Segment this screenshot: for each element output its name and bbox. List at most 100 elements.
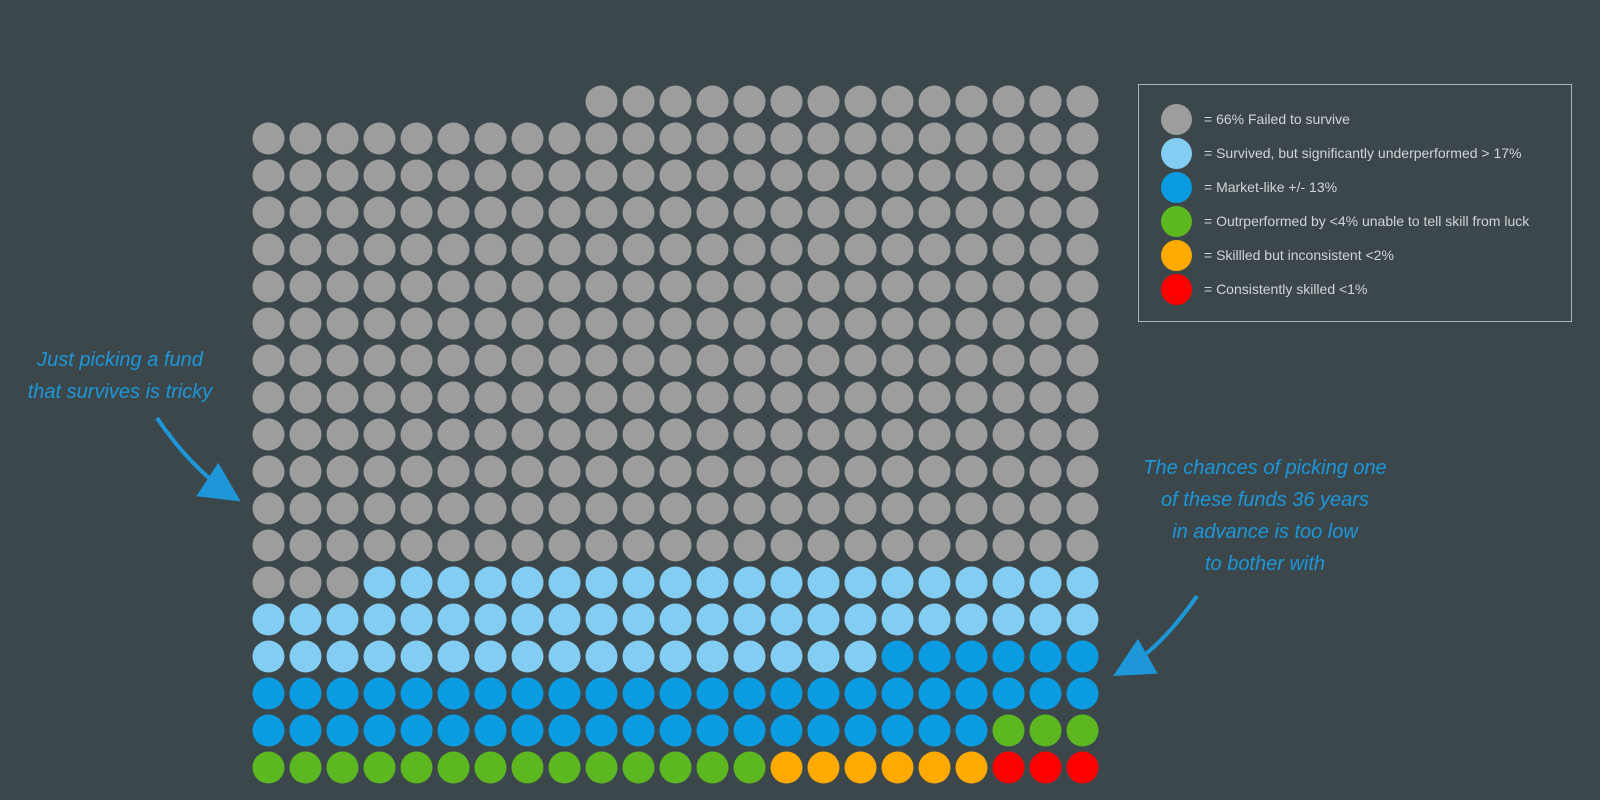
waffle-dot	[437, 122, 470, 155]
waffle-dot	[659, 714, 692, 747]
annotation-line: that survives is tricky	[27, 381, 213, 403]
waffle-dot	[881, 159, 914, 192]
waffle-dot	[400, 640, 433, 673]
waffle-dot	[992, 714, 1025, 747]
waffle-dot	[289, 381, 322, 414]
waffle-dot	[807, 196, 840, 229]
waffle-dot	[252, 122, 285, 155]
waffle-dot	[437, 307, 470, 340]
legend-item-failed: = 66% Failed to survive	[1161, 103, 1350, 135]
waffle-dot	[733, 492, 766, 525]
waffle-dot	[474, 381, 507, 414]
waffle-dot	[992, 196, 1025, 229]
waffle-dot	[844, 751, 877, 784]
waffle-dot	[1029, 492, 1062, 525]
annotation-line: of these funds 36 years	[1161, 489, 1369, 511]
waffle-dot	[696, 344, 729, 377]
waffle-dot	[992, 307, 1025, 340]
waffle-dot	[770, 751, 803, 784]
waffle-dot	[1029, 677, 1062, 710]
waffle-dot	[622, 159, 655, 192]
waffle-dot	[400, 233, 433, 266]
waffle-dot	[548, 307, 581, 340]
waffle-dot	[326, 122, 359, 155]
waffle-dot	[326, 677, 359, 710]
waffle-dot	[807, 677, 840, 710]
waffle-dot	[289, 603, 322, 636]
waffle-dot	[326, 418, 359, 451]
waffle-dot	[326, 307, 359, 340]
waffle-dot	[844, 566, 877, 599]
waffle-dot	[992, 455, 1025, 488]
waffle-dot	[992, 381, 1025, 414]
waffle-dot	[326, 455, 359, 488]
left-annotation-arrow	[155, 416, 241, 502]
waffle-dot	[289, 344, 322, 377]
waffle-dot	[437, 455, 470, 488]
legend-swatch	[1161, 205, 1192, 237]
waffle-dot	[622, 270, 655, 303]
waffle-dot	[770, 381, 803, 414]
waffle-dot	[1029, 714, 1062, 747]
waffle-dot	[400, 344, 433, 377]
waffle-dot	[881, 714, 914, 747]
legend-swatch	[1161, 273, 1192, 305]
waffle-dot	[511, 492, 544, 525]
waffle-dot	[622, 344, 655, 377]
waffle-dot	[326, 603, 359, 636]
waffle-dot	[363, 233, 396, 266]
waffle-dot	[1066, 233, 1099, 266]
waffle-dot	[400, 196, 433, 229]
waffle-dot	[1066, 751, 1099, 784]
waffle-dot	[659, 307, 692, 340]
waffle-dot	[733, 529, 766, 562]
waffle-dot	[955, 603, 988, 636]
waffle-dot	[918, 159, 951, 192]
waffle-dot	[955, 196, 988, 229]
waffle-dot	[1066, 196, 1099, 229]
waffle-dot	[696, 566, 729, 599]
waffle-dot	[918, 529, 951, 562]
waffle-dot	[696, 270, 729, 303]
waffle-dot	[696, 640, 729, 673]
waffle-dot	[289, 640, 322, 673]
waffle-dot	[548, 529, 581, 562]
waffle-dot	[881, 122, 914, 155]
waffle-dot	[918, 640, 951, 673]
waffle-dot	[585, 196, 618, 229]
waffle-dot	[881, 677, 914, 710]
waffle-dot	[400, 714, 433, 747]
legend-item-market-like: = Market-like +/- 13%	[1161, 171, 1337, 203]
waffle-dot	[881, 85, 914, 118]
waffle-dot	[585, 640, 618, 673]
waffle-dot	[622, 85, 655, 118]
waffle-dot	[918, 344, 951, 377]
legend-label: = Skillled but inconsistent <2%	[1204, 247, 1394, 263]
waffle-dot	[918, 714, 951, 747]
waffle-dot	[326, 714, 359, 747]
waffle-dot	[696, 418, 729, 451]
waffle-dot	[807, 233, 840, 266]
waffle-dot	[733, 233, 766, 266]
waffle-dot	[437, 492, 470, 525]
waffle-dot	[770, 714, 803, 747]
annotation-line: in advance is too low	[1172, 521, 1358, 543]
waffle-dot	[659, 566, 692, 599]
waffle-dot	[844, 122, 877, 155]
annotation-line: The chances of picking one	[1143, 457, 1387, 479]
waffle-dot	[659, 603, 692, 636]
waffle-dot	[844, 677, 877, 710]
waffle-dot	[400, 455, 433, 488]
waffle-dot	[992, 122, 1025, 155]
waffle-dot	[1066, 677, 1099, 710]
legend-swatch	[1161, 239, 1192, 271]
waffle-dot	[696, 196, 729, 229]
waffle-dot	[363, 307, 396, 340]
legend-label: = Market-like +/- 13%	[1204, 179, 1338, 195]
waffle-dot	[474, 751, 507, 784]
waffle-dot	[770, 455, 803, 488]
waffle-dot	[548, 492, 581, 525]
waffle-dot	[1066, 270, 1099, 303]
waffle-dot	[289, 233, 322, 266]
